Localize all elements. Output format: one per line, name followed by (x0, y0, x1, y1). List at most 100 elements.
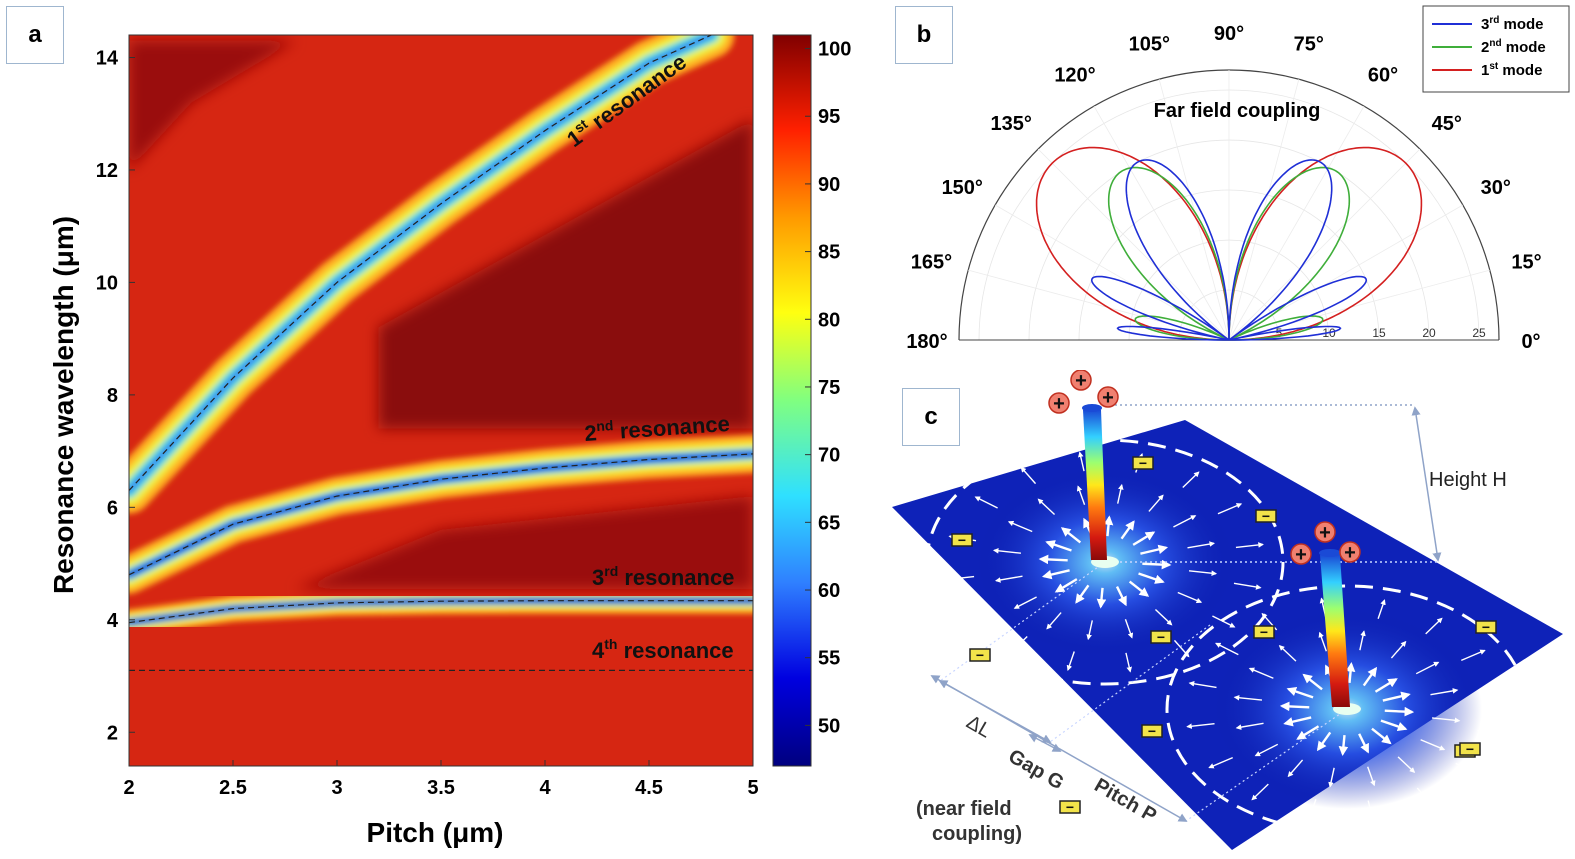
field-arrow (1415, 661, 1440, 675)
angle-label: 45° (1432, 113, 1462, 135)
y-axis-label: Resonance wavelength (μm) (48, 216, 79, 594)
angle-label: 60° (1368, 64, 1398, 86)
field-arrow (1287, 759, 1304, 778)
field-arrow (1416, 787, 1433, 806)
negative-charge: − (1150, 629, 1172, 645)
field-arrow (1359, 630, 1366, 651)
field-arrow (1374, 678, 1398, 693)
field-arrow (1382, 691, 1411, 702)
field-arrow (1075, 584, 1090, 604)
field-arrow (1046, 612, 1062, 630)
colorbar-tick-label: 80 (818, 309, 840, 331)
field-arrow (1125, 652, 1132, 673)
y-tick-label: 2 (107, 722, 118, 744)
x-tick-label: 3.5 (427, 777, 455, 799)
svg-text:−: − (1482, 619, 1490, 635)
angle-label: 75° (1294, 33, 1324, 55)
radial-tick-label: 20 (1422, 326, 1436, 340)
field-arrow (1377, 599, 1386, 619)
field-arrow (1120, 520, 1135, 540)
negative-charge: − (1255, 508, 1277, 524)
angle-label: 90° (1214, 23, 1244, 45)
field-arrow (1248, 667, 1274, 679)
field-arrow (1041, 569, 1070, 580)
radial-tick-label: 15 (1372, 326, 1386, 340)
negative-charge: − (951, 532, 973, 548)
legend-label: 1st mode (1481, 61, 1542, 79)
nanopillar-diagram: ++++++−−−−−−−−−−− Height H ΔL Gap G Pitc… (892, 370, 1563, 850)
colorbar-tick-label: 90 (818, 174, 840, 196)
field-arrow (1390, 640, 1407, 659)
y-tick-label: 6 (107, 497, 118, 519)
field-arrow (1279, 701, 1310, 712)
field-arrow (1010, 636, 1028, 653)
positive-charge: + (1070, 370, 1092, 392)
field-arrow (1254, 743, 1279, 757)
colorbar (772, 34, 812, 767)
field-arrow (1007, 520, 1033, 533)
resonance-label-3: 3rd resonance (592, 563, 734, 590)
field-arrow (1060, 527, 1082, 544)
delta-l-label: ΔL (963, 711, 995, 742)
panel-label-c: c (902, 388, 960, 446)
x-tick-label: 4.5 (635, 777, 663, 799)
field-arrow (1345, 661, 1356, 683)
field-arrow (1187, 541, 1216, 549)
svg-text:−: − (1066, 799, 1074, 815)
field-arrow (1217, 503, 1243, 515)
positive-charge: + (1314, 521, 1336, 544)
field-arrow (1367, 766, 1376, 787)
field-arrow (1455, 762, 1479, 776)
positive-charge: + (1339, 541, 1361, 564)
colorbar-tick-label: 100 (818, 39, 851, 61)
field-arrow (1278, 645, 1297, 662)
svg-text:−: − (1157, 629, 1165, 645)
svg-text:−: − (1260, 624, 1268, 640)
x-tick-label: 5 (747, 777, 758, 799)
heatmap-chart: 2 2.5 3 3.5 4 4.5 5 2 4 6 8 10 12 14 Pitch (μm) Resonan… (48, 34, 851, 848)
field-arrow (1296, 725, 1320, 740)
field-arrow (1431, 717, 1461, 724)
height-label: Height H (1429, 469, 1507, 491)
field-arrow (1013, 596, 1037, 609)
svg-text:+: + (1319, 522, 1331, 544)
field-arrow (1132, 531, 1156, 546)
field-arrow (1154, 608, 1173, 626)
angle-label: 120° (1054, 64, 1095, 86)
svg-text:−: − (976, 647, 984, 663)
svg-text:+: + (1102, 387, 1114, 409)
field-arrow (1037, 498, 1056, 516)
field-arrow (1215, 642, 1239, 656)
field-arrow (1367, 800, 1375, 821)
positive-charge: + (1048, 392, 1070, 415)
polar-legend-box (1422, 5, 1570, 93)
angle-label: 180° (906, 331, 947, 353)
field-arrow (1115, 586, 1127, 607)
svg-text:+: + (1344, 542, 1356, 564)
resonance-label-4: 4th resonance (592, 636, 734, 663)
field-arrow (1103, 515, 1114, 537)
field-arrow (1208, 756, 1233, 769)
field-arrow (1076, 485, 1086, 505)
field-arrow (992, 548, 1022, 554)
angle-label: 105° (1129, 33, 1170, 55)
angle-label: 150° (942, 177, 983, 199)
field-arrow (1397, 756, 1416, 773)
field-arrow (1235, 722, 1264, 730)
legend-label: 2nd mode (1481, 38, 1546, 56)
resonance-fit-2 (129, 453, 753, 576)
y-tick-label: 12 (96, 160, 118, 182)
field-arrow (1020, 466, 1037, 485)
y-tick-label: 8 (107, 385, 118, 407)
field-arrow (994, 575, 1023, 583)
x-tick-label: 2.5 (219, 777, 247, 799)
field-arrow (1479, 689, 1508, 696)
near-field-label-2: coupling) (932, 823, 1022, 845)
colorbar-tick-label: 75 (818, 377, 840, 399)
nanopillar-left (1083, 410, 1107, 560)
field-arrow (1302, 673, 1323, 691)
dark-zone-lower (295, 496, 753, 589)
svg-text:+: + (1075, 370, 1087, 392)
svg-text:−: − (1262, 508, 1270, 524)
x-tick-label: 2 (123, 777, 134, 799)
